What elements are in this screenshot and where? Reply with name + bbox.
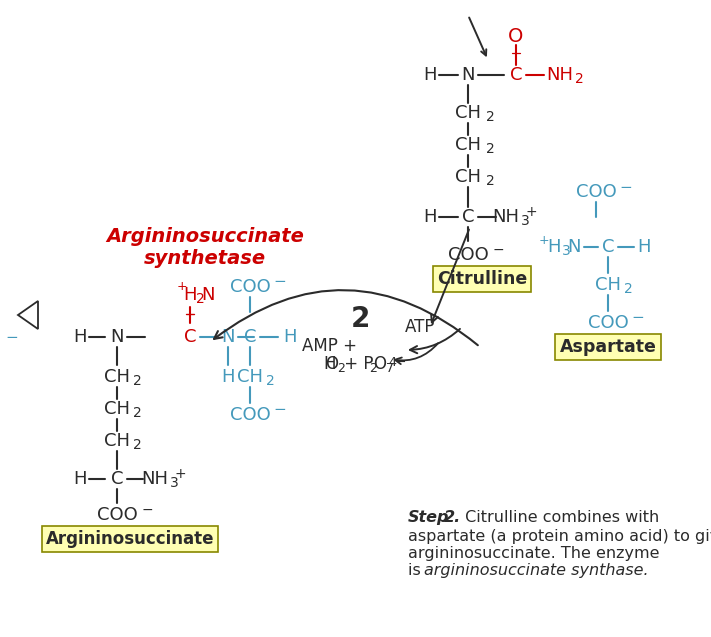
Text: N: N bbox=[221, 328, 235, 346]
Text: H: H bbox=[221, 368, 235, 386]
Text: COO: COO bbox=[230, 406, 270, 424]
Text: 7: 7 bbox=[386, 362, 394, 375]
Text: −: − bbox=[619, 180, 632, 194]
Text: 2: 2 bbox=[486, 174, 494, 188]
Text: 3: 3 bbox=[562, 244, 570, 258]
Text: −: − bbox=[141, 503, 153, 517]
FancyArrowPatch shape bbox=[214, 290, 478, 345]
Text: CH: CH bbox=[104, 432, 130, 450]
Text: H: H bbox=[423, 66, 437, 84]
Text: COO: COO bbox=[448, 246, 488, 264]
Text: N: N bbox=[201, 286, 215, 304]
Text: CH: CH bbox=[104, 368, 130, 386]
Text: AMP +: AMP + bbox=[302, 337, 358, 355]
Text: 4−: 4− bbox=[389, 355, 407, 368]
Text: Citrulline: Citrulline bbox=[437, 270, 527, 288]
Text: H: H bbox=[423, 208, 437, 226]
Text: 3: 3 bbox=[170, 476, 178, 490]
Text: COO: COO bbox=[97, 506, 137, 524]
Text: 2: 2 bbox=[486, 142, 494, 156]
Text: 2: 2 bbox=[133, 438, 141, 452]
Text: −: − bbox=[631, 310, 644, 326]
Text: H: H bbox=[283, 328, 296, 346]
Text: 2: 2 bbox=[369, 362, 377, 375]
Text: 3: 3 bbox=[520, 214, 530, 228]
Text: ATP: ATP bbox=[405, 318, 435, 336]
Text: 2: 2 bbox=[133, 406, 141, 420]
FancyArrowPatch shape bbox=[395, 343, 438, 364]
Text: aspartate (a protein amino acid) to give: aspartate (a protein amino acid) to give bbox=[408, 529, 711, 544]
Text: C: C bbox=[510, 66, 523, 84]
Text: C: C bbox=[461, 208, 474, 226]
Text: Argininosuccinate
synthetase: Argininosuccinate synthetase bbox=[106, 227, 304, 268]
Text: +: + bbox=[174, 467, 186, 481]
Text: O: O bbox=[508, 27, 524, 47]
Text: 2: 2 bbox=[574, 72, 583, 86]
FancyArrowPatch shape bbox=[410, 329, 460, 354]
Text: +: + bbox=[177, 280, 187, 294]
Text: CH: CH bbox=[455, 104, 481, 122]
Text: 2.: 2. bbox=[444, 510, 461, 525]
Text: 2: 2 bbox=[337, 362, 345, 375]
Text: 2: 2 bbox=[486, 110, 494, 124]
Text: H: H bbox=[637, 238, 651, 256]
Text: NH: NH bbox=[141, 470, 169, 488]
Text: −: − bbox=[492, 243, 504, 257]
Text: CH: CH bbox=[595, 276, 621, 294]
Text: −: − bbox=[6, 329, 18, 345]
Text: C: C bbox=[111, 470, 123, 488]
Text: NH: NH bbox=[547, 66, 574, 84]
Text: CH: CH bbox=[455, 136, 481, 154]
Text: 2: 2 bbox=[266, 374, 274, 388]
Text: 2: 2 bbox=[133, 374, 141, 388]
Text: COO: COO bbox=[587, 314, 629, 332]
Text: +: + bbox=[525, 205, 537, 219]
Text: CH: CH bbox=[104, 400, 130, 418]
Text: Argininosuccinate: Argininosuccinate bbox=[46, 530, 214, 548]
Text: N: N bbox=[110, 328, 124, 346]
Text: argininosuccinate. The enzyme: argininosuccinate. The enzyme bbox=[408, 546, 660, 561]
Text: H: H bbox=[73, 470, 87, 488]
Text: 2: 2 bbox=[624, 282, 632, 296]
Text: Aspartate: Aspartate bbox=[560, 338, 656, 356]
Text: COO: COO bbox=[576, 183, 616, 201]
Text: H: H bbox=[547, 238, 561, 256]
Text: C: C bbox=[244, 328, 256, 346]
Text: Citrulline combines with: Citrulline combines with bbox=[460, 510, 659, 525]
Text: COO: COO bbox=[230, 278, 270, 296]
Text: N: N bbox=[567, 238, 581, 256]
Text: 2: 2 bbox=[196, 292, 204, 306]
FancyArrowPatch shape bbox=[431, 229, 469, 322]
Text: C: C bbox=[183, 328, 196, 346]
Text: argininosuccinate synthase.: argininosuccinate synthase. bbox=[424, 563, 648, 578]
Text: 2: 2 bbox=[351, 305, 370, 333]
Text: Step: Step bbox=[408, 510, 449, 525]
Text: H: H bbox=[73, 328, 87, 346]
Text: −: − bbox=[274, 275, 287, 289]
Text: CH: CH bbox=[237, 368, 263, 386]
Text: H: H bbox=[183, 286, 197, 304]
Text: +: + bbox=[539, 234, 550, 247]
Text: CH: CH bbox=[455, 168, 481, 186]
Text: O: O bbox=[373, 355, 387, 373]
Text: −: − bbox=[274, 403, 287, 417]
Text: NH: NH bbox=[493, 208, 520, 226]
Text: O + P: O + P bbox=[326, 355, 374, 373]
Text: is: is bbox=[408, 563, 426, 578]
Text: C: C bbox=[602, 238, 614, 256]
Text: H: H bbox=[324, 355, 336, 373]
Text: N: N bbox=[461, 66, 475, 84]
